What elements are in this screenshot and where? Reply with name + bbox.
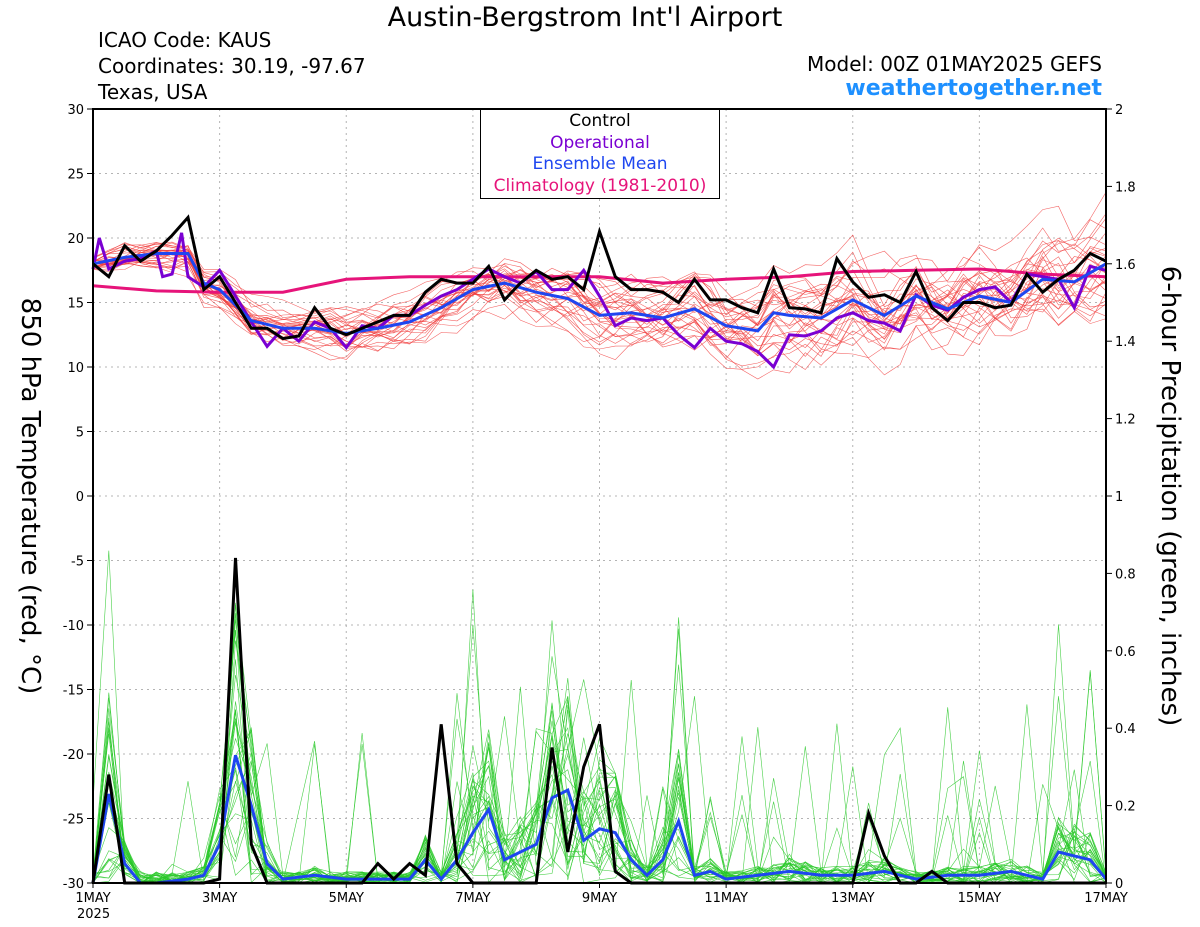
precipitation-member-line (92, 709, 1107, 884)
legend-climatology: Climatology (1981-2010) (493, 175, 707, 196)
y-tick-right: 0 (1115, 877, 1123, 892)
y-axis-label-right: 6-hour Precipitation (green, inches) (1155, 265, 1185, 727)
y-tick-left: -30 (63, 877, 84, 892)
axis-tick-labels: 302520151050-5-10-15-20-25-3021.81.61.41… (63, 103, 1136, 906)
x-tick: 1MAY (75, 891, 110, 906)
x-tick: 3MAY (202, 891, 237, 906)
climatology-line (92, 267, 1107, 294)
legend-control: Control (569, 111, 631, 131)
precip-ensemble-mean-line (91, 754, 1108, 885)
temperature-member-line (92, 237, 1107, 370)
model-run: Model: 00Z 01MAY2025 GEFS (807, 52, 1102, 76)
temperature-member-line (92, 261, 1107, 370)
temperature-member-line (92, 249, 1107, 359)
y-tick-left: 30 (67, 103, 84, 118)
precipitation-member-line (92, 625, 1107, 884)
x-tick: 11MAY (704, 891, 748, 906)
temperature-member-line (92, 250, 1107, 361)
y-tick-left: 20 (67, 232, 84, 247)
y-tick-right: 1 (1115, 490, 1123, 505)
y-tick-right: 1.2 (1115, 413, 1136, 428)
temperature-member-line (92, 232, 1107, 331)
y-tick-left: 0 (76, 490, 84, 505)
legend: Control Operational Ensemble Mean Climat… (480, 109, 720, 199)
y-tick-right: 0.4 (1115, 722, 1136, 737)
x-tick: 17MAY (1084, 891, 1128, 906)
icao-code: ICAO Code: KAUS (98, 28, 272, 52)
y-tick-right: 1.4 (1115, 335, 1136, 350)
y-tick-right: 1.6 (1115, 258, 1136, 273)
y-tick-right: 2 (1115, 103, 1123, 118)
location: Texas, USA (98, 80, 208, 104)
temperature-member-line (92, 242, 1107, 343)
temperature-member-line (92, 258, 1107, 350)
precipitation-member-line (92, 732, 1107, 884)
y-tick-left: -5 (71, 555, 84, 570)
x-tick: 9MAY (582, 891, 617, 906)
coordinates: Coordinates: 30.19, -97.67 (98, 54, 366, 78)
control-temp-line (92, 214, 1107, 341)
y-tick-left: 15 (67, 297, 84, 312)
y-tick-left: 10 (67, 361, 84, 376)
y-tick-left: -10 (63, 619, 84, 634)
precipitation-member-line (92, 729, 1107, 884)
precipitation-member-line (92, 619, 1107, 884)
precipitation-member-line (92, 707, 1107, 884)
precipitation-member-line (92, 613, 1107, 884)
y-tick-left: -20 (63, 748, 84, 763)
y-tick-right: 0.2 (1115, 800, 1136, 815)
x-tick: 13MAY (831, 891, 875, 906)
y-tick-right: 0.6 (1115, 645, 1136, 660)
temperature-member-line (92, 245, 1107, 349)
y-tick-left: -25 (63, 813, 84, 828)
grid-lines (93, 109, 1106, 883)
legend-ensemble-mean: Ensemble Mean (532, 154, 668, 174)
legend-operational: Operational (550, 132, 650, 153)
temperature-member-line (92, 234, 1107, 335)
y-tick-left: 5 (76, 426, 84, 441)
x-tick: 5MAY (329, 891, 364, 906)
y-tick-left: 25 (67, 168, 84, 183)
y-tick-right: 0.8 (1115, 567, 1136, 582)
x-axis-year: 2025 (77, 907, 111, 922)
x-tick: 7MAY (455, 891, 490, 906)
x-tick: 15MAY (958, 891, 1002, 906)
site-link[interactable]: weathertogether.net (845, 76, 1102, 101)
y-tick-left: -15 (63, 684, 84, 699)
chart-title: Austin-Bergstrom Int'l Airport (387, 2, 783, 33)
y-tick-right: 1.8 (1115, 180, 1136, 195)
y-axis-label-left: 850 hPa Temperature (red, °C) (15, 297, 45, 695)
